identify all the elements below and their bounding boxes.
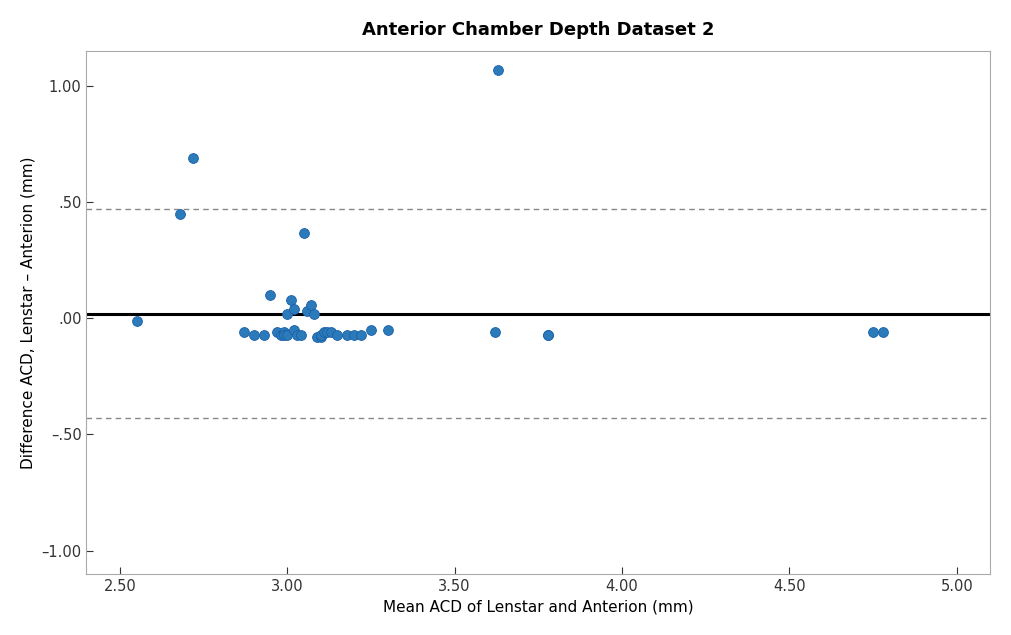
Title: Anterior Chamber Depth Dataset 2: Anterior Chamber Depth Dataset 2 (362, 21, 715, 39)
Point (256, 330, 272, 340)
Point (306, 309, 323, 319)
Point (279, 309, 295, 319)
Point (263, 290, 279, 300)
Point (323, 327, 339, 337)
Point (246, 330, 262, 340)
Point (289, 330, 305, 340)
Point (330, 330, 346, 340)
Point (128, 316, 145, 326)
Point (279, 330, 295, 340)
Point (272, 330, 288, 340)
Point (379, 325, 395, 335)
Point (309, 332, 326, 342)
Point (185, 153, 201, 163)
Point (316, 327, 333, 337)
Point (875, 327, 891, 337)
Point (312, 330, 329, 340)
Point (299, 306, 315, 316)
Point (540, 330, 556, 340)
Point (865, 327, 882, 337)
Point (286, 325, 302, 335)
Point (540, 330, 556, 340)
Point (319, 327, 336, 337)
Point (296, 227, 312, 237)
Point (340, 330, 356, 340)
Point (282, 295, 298, 305)
Point (353, 330, 369, 340)
Point (346, 330, 362, 340)
Point (490, 65, 507, 75)
Point (292, 330, 308, 340)
Point (312, 332, 329, 342)
Point (302, 300, 318, 310)
Point (269, 327, 285, 337)
Point (486, 327, 502, 337)
Y-axis label: Difference ACD, Lenstar – Anterion (mm): Difference ACD, Lenstar – Anterion (mm) (21, 156, 35, 469)
Point (236, 327, 252, 337)
Point (286, 304, 302, 314)
Point (172, 209, 188, 219)
Point (363, 325, 379, 335)
Point (276, 330, 292, 340)
X-axis label: Mean ACD of Lenstar and Anterion (mm): Mean ACD of Lenstar and Anterion (mm) (383, 599, 694, 614)
Point (276, 327, 292, 337)
